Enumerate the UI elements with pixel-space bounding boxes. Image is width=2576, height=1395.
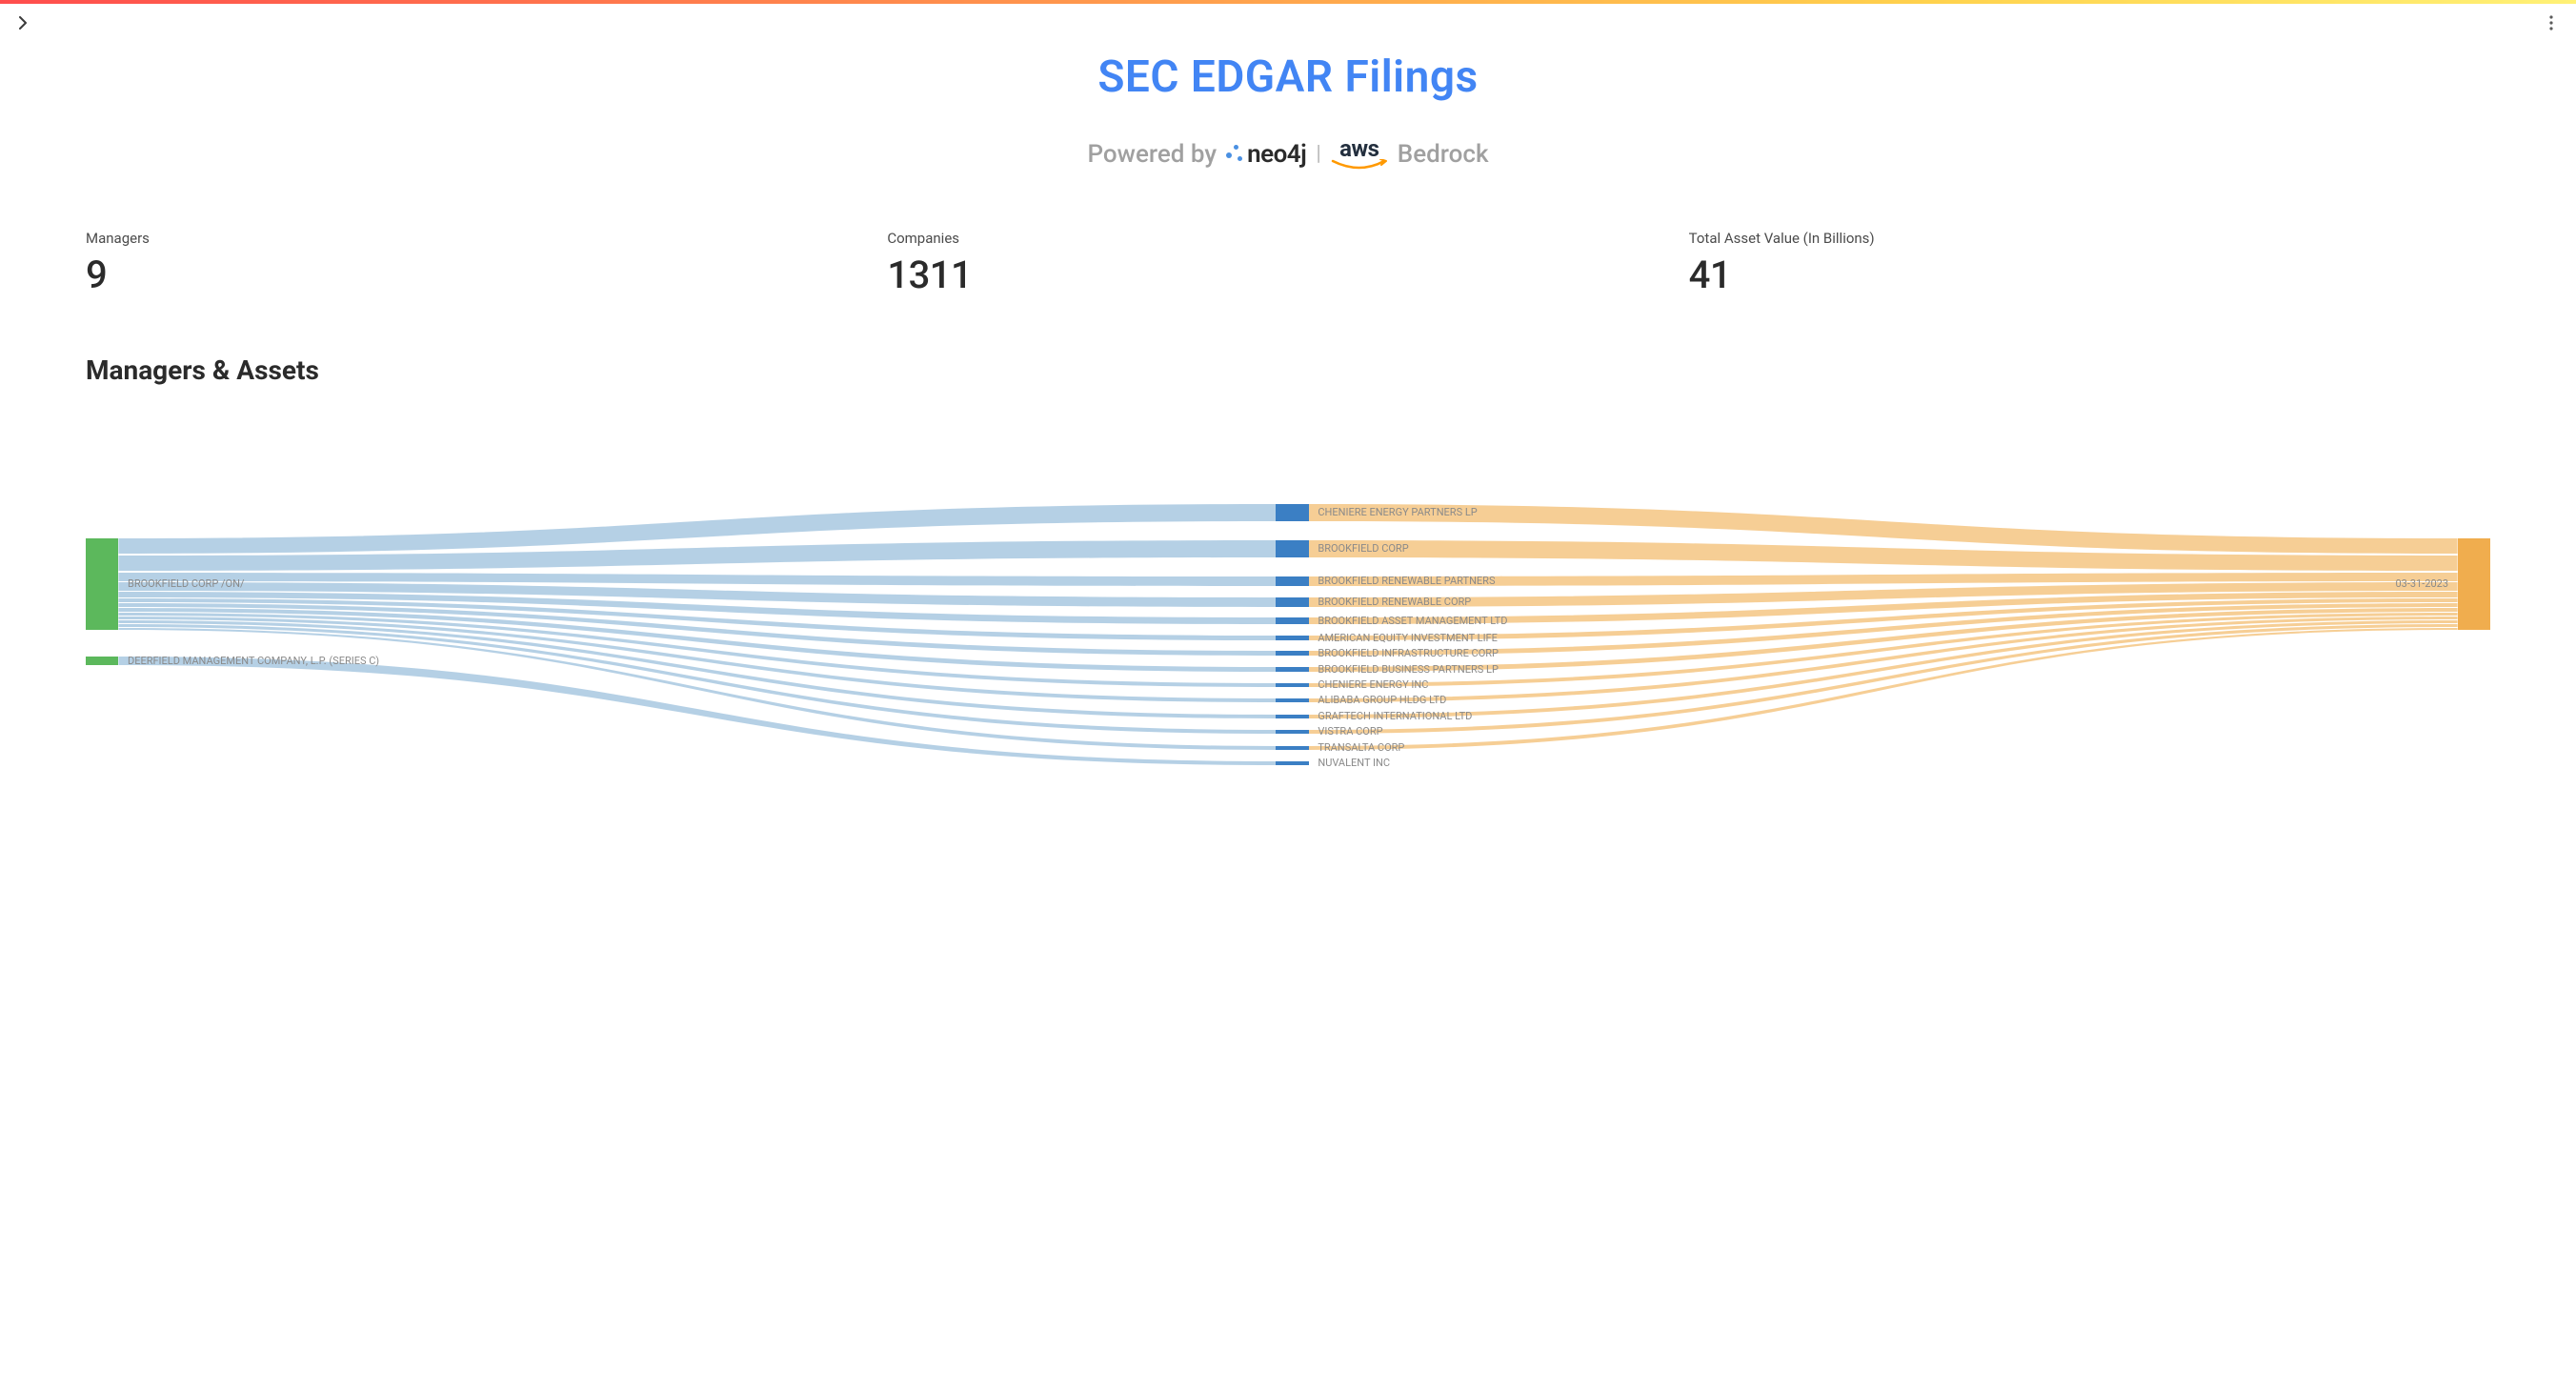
sankey-node[interactable]: [1276, 683, 1308, 687]
sankey-node[interactable]: [1276, 617, 1308, 624]
stats-row: Managers 9 Companies 1311 Total Asset Va…: [86, 230, 2490, 297]
sankey-node[interactable]: [86, 657, 118, 665]
logo-divider: |: [1316, 142, 1320, 166]
section-title: Managers & Assets: [86, 354, 2490, 386]
stat-value: 1311: [887, 253, 1688, 297]
sankey-node[interactable]: [1276, 667, 1308, 672]
expand-sidebar-button[interactable]: [13, 13, 32, 32]
sankey-node[interactable]: [1276, 504, 1308, 521]
sankey-node[interactable]: [1276, 597, 1308, 607]
sankey-node[interactable]: [1276, 761, 1308, 765]
sankey-node[interactable]: [1276, 715, 1308, 718]
stat-total-asset-value: Total Asset Value (In Billions) 41: [1689, 230, 2490, 297]
page-title: SEC EDGAR Filings: [86, 51, 2490, 103]
kebab-menu-icon: [2549, 15, 2553, 30]
aws-logo-text: aws: [1339, 135, 1379, 162]
subtitle-suffix: Bedrock: [1398, 140, 1489, 169]
more-options-button[interactable]: [2540, 11, 2563, 34]
stat-value: 41: [1689, 253, 2490, 297]
chevron-right-icon: [18, 16, 28, 30]
sankey-node[interactable]: [1276, 651, 1308, 656]
sankey-node[interactable]: [1276, 576, 1308, 586]
stat-label: Total Asset Value (In Billions): [1689, 230, 2490, 247]
stat-value: 9: [86, 253, 887, 297]
aws-smile-icon: [1331, 159, 1388, 172]
sankey-node[interactable]: [1276, 746, 1308, 750]
stat-companies: Companies 1311: [887, 230, 1688, 297]
aws-logo: aws: [1331, 135, 1388, 172]
main-content: SEC EDGAR Filings Powered by neo4j | aws…: [0, 51, 2576, 834]
sankey-node[interactable]: [1276, 636, 1308, 640]
neo4j-nodes-icon: [1226, 143, 1243, 162]
sankey-chart[interactable]: BROOKFIELD CORP /ON/DEERFIELD MANAGEMENT…: [86, 414, 2490, 834]
chrome-bar: [0, 4, 2576, 42]
neo4j-logo: neo4j: [1226, 140, 1306, 169]
sankey-node[interactable]: [1276, 698, 1308, 702]
subtitle-row: Powered by neo4j | aws Bedrock: [86, 135, 2490, 172]
subtitle-prefix: Powered by: [1087, 140, 1217, 169]
sankey-node[interactable]: [2458, 538, 2490, 630]
stat-label: Companies: [887, 230, 1688, 247]
sankey-node[interactable]: [86, 538, 118, 630]
sankey-node[interactable]: [1276, 730, 1308, 734]
stat-managers: Managers 9: [86, 230, 887, 297]
stat-label: Managers: [86, 230, 887, 247]
neo4j-logo-text: neo4j: [1247, 140, 1306, 169]
sankey-node[interactable]: [1276, 540, 1308, 557]
